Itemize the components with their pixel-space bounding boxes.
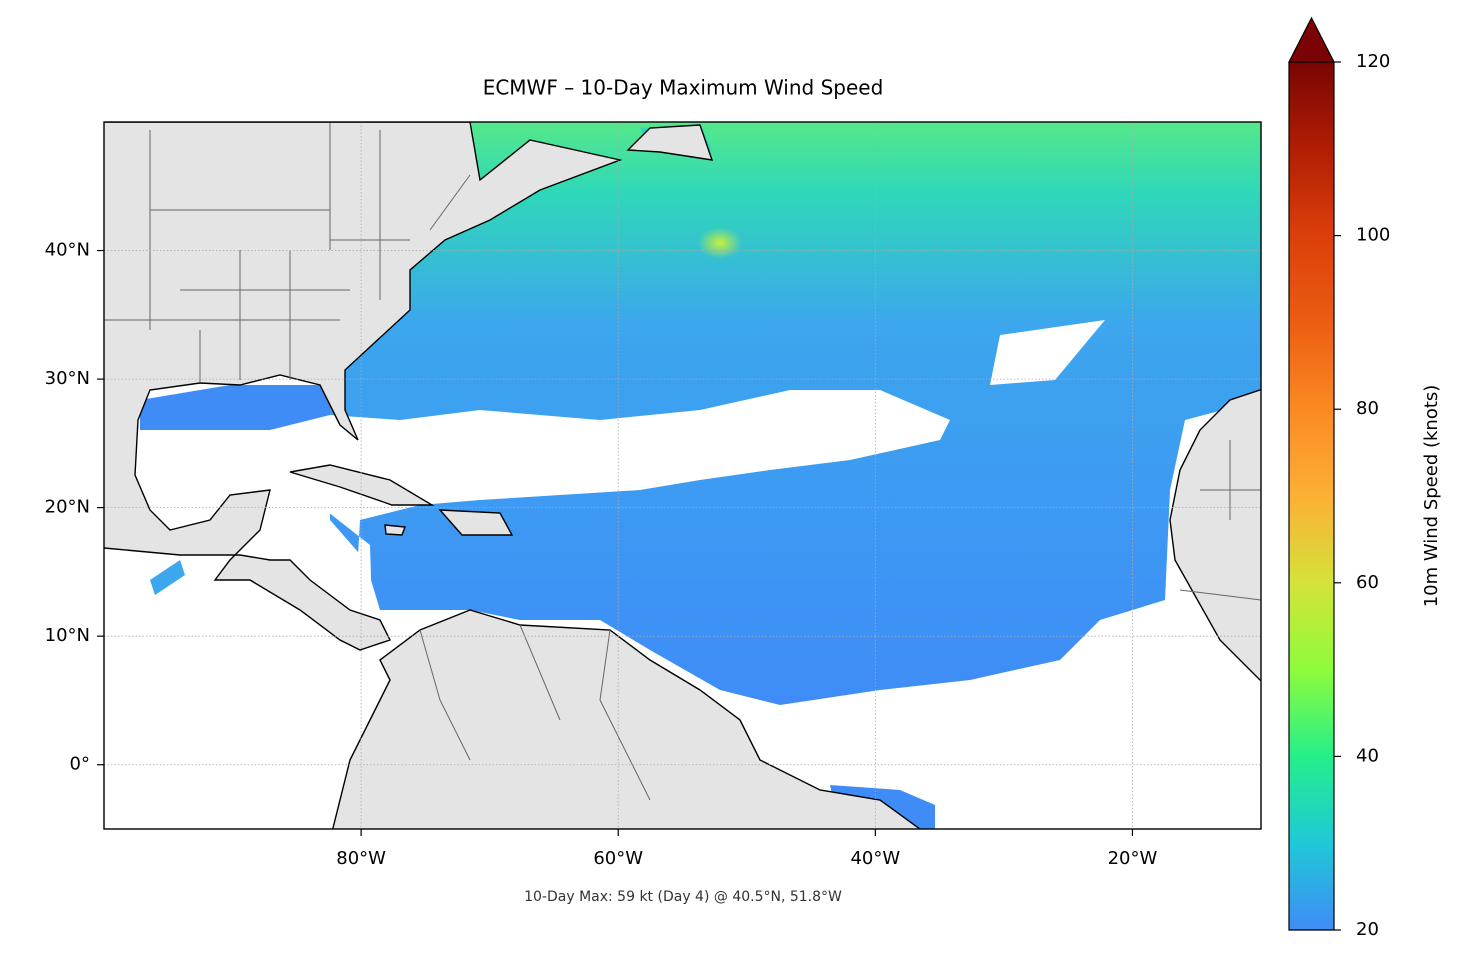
colorbar-tick-label: 100 (1356, 225, 1390, 246)
y-tick-label: 10°N (45, 625, 90, 646)
y-tick-label: 30°N (45, 368, 90, 389)
wind-field (150, 560, 185, 595)
y-tick-label: 0° (70, 754, 90, 775)
colorbar-ramp (1289, 62, 1334, 930)
y-tick-label: 20°N (45, 497, 90, 518)
colorbar-tick-label: 40 (1356, 745, 1379, 766)
chart-title: ECMWF – 10-Day Maximum Wind Speed (483, 76, 884, 100)
colorbar-tick-label: 80 (1356, 398, 1379, 419)
map-area (104, 122, 1261, 829)
colorbar-extension (1288, 16, 1335, 63)
calm-region (990, 320, 1105, 385)
land-africa (1169, 388, 1261, 682)
colorbar: 20 40 60 80 100 120 10m Wind Speed (knots) (1288, 16, 1442, 940)
state-borders (104, 122, 471, 383)
grid (104, 122, 1261, 829)
colorbar-tick-label: 20 (1356, 919, 1379, 940)
land-jamaica (384, 524, 406, 536)
x-tick-label: 60°W (593, 848, 643, 869)
axes: 80°W 60°W 40°W 20°W 0° 10°N 20°N 30°N 40°N (45, 240, 1158, 869)
land-newfoundland (626, 124, 714, 161)
calm-region (140, 390, 950, 610)
wind-maximum (698, 227, 742, 259)
map-frame (103, 121, 1262, 830)
land-north-america (104, 122, 623, 651)
colorbar-label: 10m Wind Speed (knots) (1421, 385, 1442, 608)
annotation: 10-Day Max: 59 kt (Day 4) @ 40.5°N, 51.8… (524, 889, 842, 905)
y-tick-label: 40°N (45, 240, 90, 261)
land-hispaniola (438, 509, 514, 536)
x-tick-label: 80°W (336, 848, 386, 869)
x-tick-label: 40°W (850, 848, 900, 869)
land-cuba (289, 464, 435, 506)
land-south-america (332, 609, 922, 829)
x-tick-label: 20°W (1108, 848, 1158, 869)
wind-field (140, 385, 330, 430)
colorbar-outline (1288, 62, 1335, 931)
colorbar-tick-label: 120 (1356, 51, 1390, 72)
country-borders (419, 440, 1261, 801)
colorbar-tick-label: 60 (1356, 572, 1379, 593)
